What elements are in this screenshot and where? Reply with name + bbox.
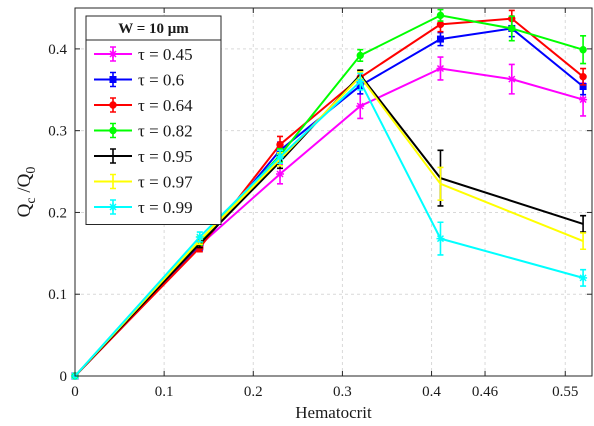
y-tick-label: 0 <box>60 369 68 385</box>
y-tick-label: 0.2 <box>48 205 67 221</box>
legend-marker <box>109 203 117 211</box>
series-7 <box>71 72 588 380</box>
x-axis-label: Hematocrit <box>295 403 372 422</box>
data-point <box>356 51 364 60</box>
legend-marker <box>109 50 117 58</box>
legend-label: τ = 0.6 <box>138 71 184 90</box>
data-point <box>507 75 516 84</box>
legend-title: W = 10 μm <box>118 21 189 37</box>
legend-label: τ = 0.97 <box>138 173 193 192</box>
legend-error-bar <box>110 148 116 164</box>
x-tick-label: 0 <box>71 384 79 400</box>
legend-error-bar <box>110 173 116 190</box>
data-point <box>356 77 365 86</box>
data-point <box>579 273 588 282</box>
error-bar <box>580 214 587 233</box>
legend-label: τ = 0.95 <box>138 147 193 166</box>
y-tick-label: 0.3 <box>48 124 67 140</box>
y-axis-label: Qc /Q0 <box>14 167 39 218</box>
data-point <box>276 152 285 161</box>
data-point <box>579 95 588 104</box>
x-tick-label: 0.3 <box>333 384 352 400</box>
series-layer <box>71 8 588 380</box>
ticks: 0 0.1 0.2 0.3 0.4 0.46 0.55 0 0.1 0.2 0.3 0.4 <box>48 8 592 400</box>
x-tick-label: 0.4 <box>422 384 441 400</box>
legend-label: τ = 0.64 <box>138 96 193 115</box>
data-point <box>508 24 516 33</box>
legend-label: τ = 0.82 <box>138 122 193 141</box>
data-point <box>579 46 587 54</box>
legend-label: τ = 0.45 <box>138 45 193 64</box>
legend-label: τ = 0.99 <box>138 198 193 217</box>
data-point <box>436 35 444 43</box>
data-point <box>195 232 204 241</box>
data-point <box>436 11 445 20</box>
legend-marker <box>109 76 117 83</box>
y-tick-label: 0.1 <box>48 287 67 303</box>
legend-marker <box>109 101 117 109</box>
legend-box <box>85 15 222 225</box>
y-tick-label: 0.4 <box>48 42 67 58</box>
error-bar <box>437 166 444 201</box>
legend-marker <box>109 126 117 135</box>
legend: W = 10 μm τ = 0.45 τ = 0.6 τ = 0.64 τ = 0.82… <box>85 15 222 225</box>
error-bar <box>580 232 587 251</box>
data-point <box>436 234 445 243</box>
x-tick-label: 0.1 <box>155 384 174 400</box>
x-tick-label: 0.55 <box>552 384 578 400</box>
data-point <box>579 72 587 81</box>
data-point <box>436 64 445 73</box>
data-point <box>276 140 284 149</box>
series-line <box>74 79 584 377</box>
data-point <box>276 170 285 179</box>
x-tick-label: 0.46 <box>472 384 499 400</box>
x-tick-label: 0.2 <box>244 384 263 400</box>
data-point <box>356 102 365 111</box>
plot-frame <box>74 7 593 377</box>
data-point <box>436 20 445 29</box>
